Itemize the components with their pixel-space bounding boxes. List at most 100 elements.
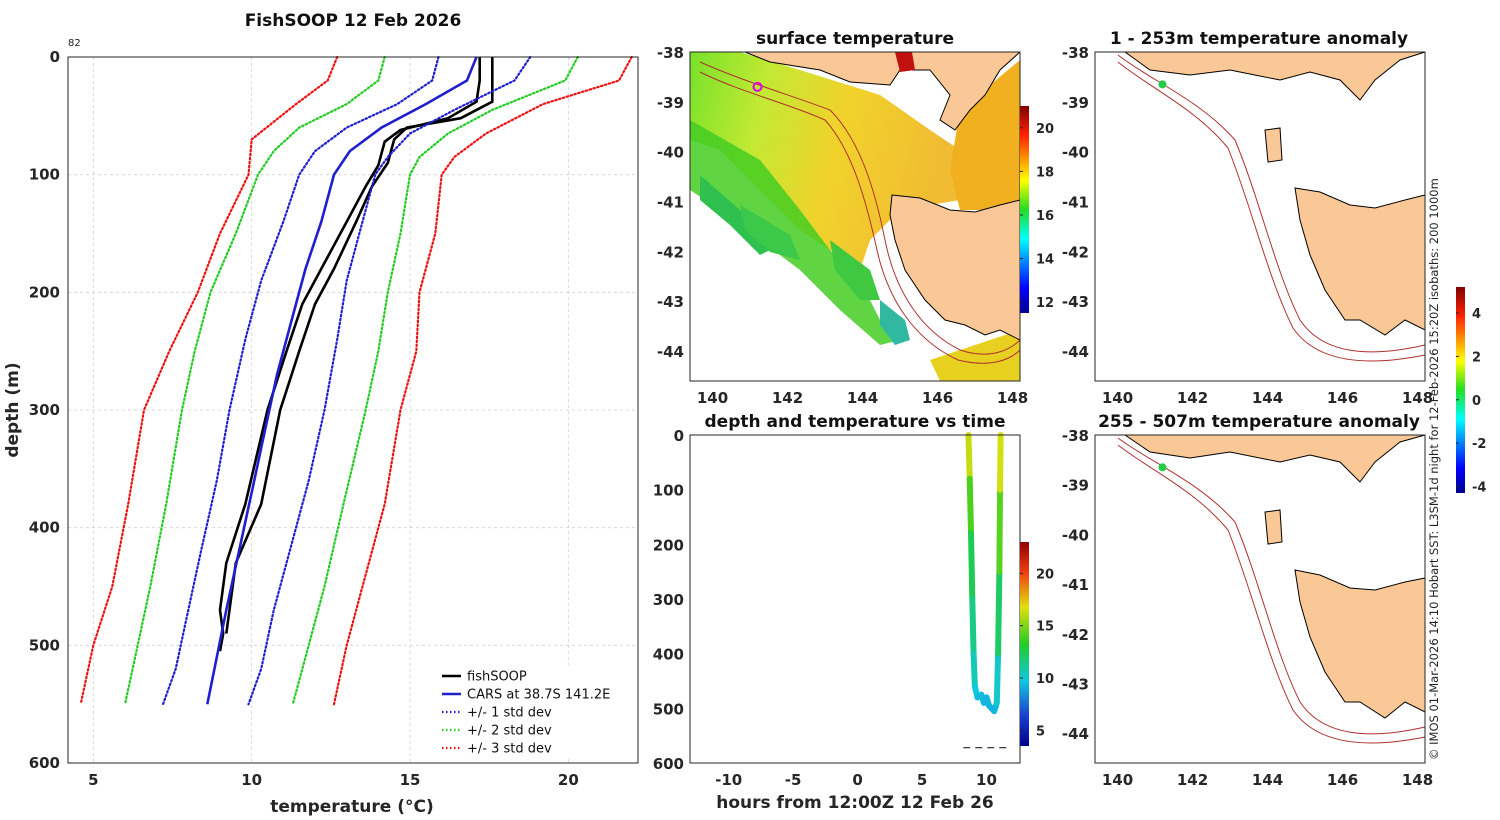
profile-ytick-label: 500 [29,636,60,654]
anomaly1-ytick-label: -39 [1062,94,1089,112]
anomaly2-mainland [1105,434,1426,483]
timeplot-track-segment-13 [993,650,1002,706]
sst-fishsoop-location-marker [752,81,763,92]
sst-isobath-1000 [699,71,1020,364]
timeplot-track-segment-16 [997,432,1004,493]
anomaly1-ytick-label: -42 [1062,243,1089,261]
sst-colorbar [1020,106,1029,313]
timeplot-xtick-label: 5 [917,771,927,789]
profile-ylabel: depth (m) [3,362,23,457]
side-note: © IMOS 01-Mar-2026 14:10 Hobart SST: L3S… [1427,178,1441,760]
anomaly1-mainland [1105,51,1426,101]
sst-ytick-label: -42 [657,243,684,261]
anomaly2-king-island [1264,509,1283,545]
legend-box [438,665,634,757]
timeplot-track-segment-2 [968,530,976,602]
timeplot-colorbar-tick-label: 15 [1036,620,1054,635]
timeplot-ytick-label: 600 [653,755,684,773]
sst-colorbar-tick-label: 14 [1036,253,1054,268]
timeplot-xtick-label: -10 [715,771,742,789]
profile-xlabel: temperature (°C) [270,797,434,817]
anomaly2-xtick-label: 142 [1177,771,1208,789]
sst-isobath-200 [699,61,1020,355]
sst-panel: surface temperature 140 142 144 146 148 -38 -3… [657,29,1054,407]
profile-panel: FishSOOP 12 Feb 2026 82 5 10 15 20010020030… [3,11,639,817]
anomaly1-isobath-1000 [1117,61,1426,362]
timeplot-xtick-label: 0 [852,771,862,789]
anomaly2-ytick-label: -43 [1062,675,1089,693]
sst-field-southeast [930,330,1020,381]
timeplot-ytick-label: 100 [653,482,684,500]
anomaly1-xtick-label: 140 [1102,389,1133,407]
sst-xtick-label: 148 [997,389,1028,407]
timeplot-ytick-label: 500 [653,700,684,718]
anomaly1-ytick-label: -43 [1062,293,1089,311]
anomaly1-ytick-label: -40 [1062,144,1089,162]
profile-title: FishSOOP 12 Feb 2026 [245,11,462,31]
timeplot-colorbar-tick-label: 5 [1036,724,1045,739]
anomaly-colorbar-tick-label: 2 [1472,350,1481,365]
anomaly1-panel: 1 - 253m temperature anomaly 140 142 144 14… [1062,29,1433,407]
timeplot-colorbar-tick-label: 20 [1036,567,1054,582]
timeplot-colorbar [1020,542,1029,746]
sst-mainland [700,52,1020,131]
timeplot-track-segment-3 [969,596,977,657]
anomaly2-ytick-label: -38 [1062,427,1089,445]
anomaly2-xtick-label: 144 [1252,771,1283,789]
timeplot-xtick-label: 10 [976,771,997,789]
sst-xtick-label: 140 [697,389,728,407]
sst-colorbar-tick-label: 12 [1036,296,1054,311]
timeplot-track-segment-0 [965,432,973,482]
timeplot-track-segment-4 [970,650,978,690]
sst-ytick-label: -43 [657,293,684,311]
sst-ytick-label: -44 [657,343,684,361]
sst-colorbar-tick-label: 20 [1036,122,1054,137]
anomaly1-tasmania [1294,187,1426,336]
profile-series-line-5 [123,55,386,706]
timeplot-xtick-label: -5 [785,771,802,789]
sst-xtick-label: 146 [922,389,953,407]
profile-series-line-0 [218,57,482,652]
profile-ytick-label: 400 [29,519,60,537]
anomaly2-ytick-label: -44 [1062,725,1089,743]
profile-ytick-label: 100 [29,166,60,184]
timeplot-colorbar-ticks: 5 10 15 20 [1020,567,1054,739]
timeplot-track-segment-14 [995,568,1003,657]
profile-xtick-label: 5 [88,771,98,789]
anomaly2-ytick-label: -39 [1062,477,1089,495]
profile-series-line-1 [225,57,494,634]
sst-xtick-label: 144 [847,389,878,407]
legend-label-0: fishSOOP [467,670,527,685]
profile-series-line-6 [291,55,579,706]
sst-ytick-label: -40 [657,144,684,162]
sst-field-shelf [690,120,900,345]
anomaly2-panel: 255 - 507m temperature anomaly 140 142 144… [1062,412,1433,789]
anomaly1-xtick-label: 142 [1177,389,1208,407]
sst-ticks: 140 142 144 146 148 -38 -39 -40 -41 -42 -43 -44 [657,44,1028,407]
profile-xtick-label: 20 [558,771,579,789]
anomaly-colorbar-group: 4 2 0 -2 -4 [1456,287,1486,495]
sst-field-patch-d [880,300,910,345]
anomaly-colorbar-tick-label: 4 [1472,307,1481,322]
anomaly1-location-marker [1158,80,1167,89]
profile-corner-label: 82 [68,38,81,49]
legend-label-1: CARS at 38.7S 141.2E [467,688,610,703]
anomaly2-title: 255 - 507m temperature anomaly [1098,412,1420,432]
anomaly2-isobath-1000 [1117,444,1426,744]
anomaly1-ytick-label: -41 [1062,194,1089,212]
sst-colorbar-ticks: 12 14 16 18 20 [1020,122,1054,311]
sst-tasmania [889,194,1020,341]
sst-colorbar-tick-label: 16 [1036,209,1054,224]
profile-axes-frame [67,56,639,764]
profile-series-line-3 [161,55,440,706]
sst-title: surface temperature [756,29,954,49]
timeplot-ytick-label: 300 [653,591,684,609]
profile-series-line-8 [332,55,633,706]
profile-xtick-label: 10 [241,771,262,789]
anomaly1-ticks: 140 142 144 146 148 -38 -39 -40 -41 -42 -43 -44 [1062,44,1433,407]
profile-legend: fishSOOP CARS at 38.7S 141.2E +/- 1 std de… [438,665,634,757]
profile-ytick-label: 200 [29,283,60,301]
anomaly2-xtick-label: 140 [1102,771,1133,789]
